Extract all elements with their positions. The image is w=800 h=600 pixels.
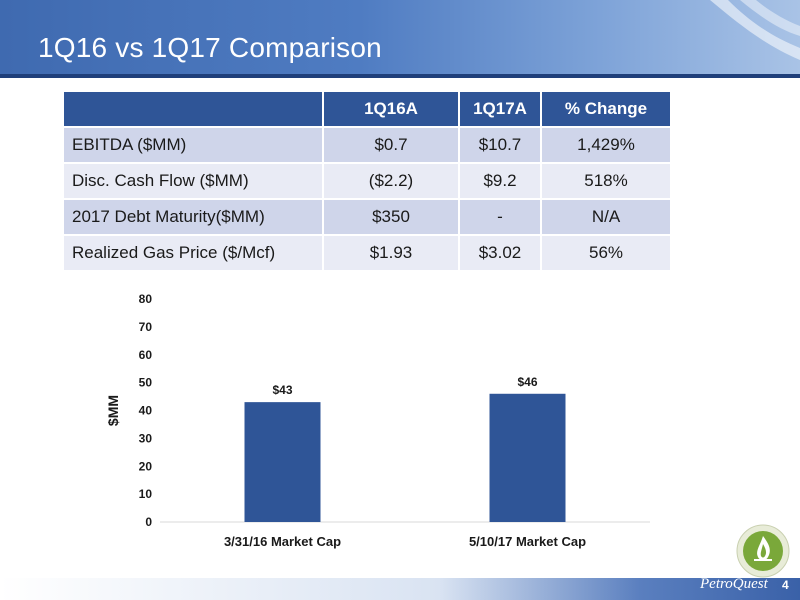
petroquest-flame-logo-icon	[736, 524, 790, 578]
y-tick-label: 20	[139, 459, 153, 473]
table-row: EBITDA ($MM) $0.7 $10.7 1,429%	[64, 126, 670, 163]
market-cap-bar-chart: 0 10 20 30 40 50 60 70 80 $MM $43 3/31/16 Market Ca…	[105, 292, 650, 549]
table-row: Realized Gas Price ($/Mcf) $1.93 $3.02 5…	[64, 234, 670, 270]
slide-header: 1Q16 vs 1Q17 Comparison	[0, 0, 800, 78]
x-tick-label: 5/10/17 Market Cap	[469, 534, 586, 549]
y-tick-label: 40	[139, 404, 153, 418]
slide-footer	[0, 562, 800, 600]
y-tick-label: 60	[139, 348, 153, 362]
table-row: 2017 Debt Maturity($MM) $350 - N/A	[64, 198, 670, 235]
page-number: 4	[782, 578, 789, 592]
table-cell: 518%	[541, 162, 670, 199]
table-header-cell: 1Q17A	[459, 92, 542, 127]
table-cell: $350	[323, 198, 460, 235]
table-cell: ($2.2)	[323, 162, 460, 199]
table-header-row: 1Q16A 1Q17A % Change	[64, 92, 670, 127]
y-tick-label: 50	[139, 376, 153, 390]
table-header-cell: % Change	[541, 92, 670, 127]
table-row-label: Realized Gas Price ($/Mcf)	[64, 234, 324, 270]
table-header-cell: 1Q16A	[323, 92, 460, 127]
bar-data-label: $43	[272, 383, 292, 397]
table-cell: $9.2	[459, 162, 542, 199]
header-underline	[0, 74, 800, 78]
table-cell: $1.93	[323, 234, 460, 270]
table-row: Disc. Cash Flow ($MM) ($2.2) $9.2 518%	[64, 162, 670, 199]
table-cell: $10.7	[459, 126, 542, 163]
header-swoosh-decoration	[710, 0, 800, 60]
table-cell: N/A	[541, 198, 670, 235]
company-logo-text: PetroQuest	[700, 576, 768, 592]
table-header-cell	[64, 92, 324, 127]
footer-band	[0, 578, 800, 600]
bar-1	[244, 402, 321, 522]
table-cell: 1,429%	[541, 126, 670, 163]
table-cell: -	[459, 198, 542, 235]
table-row-label: Disc. Cash Flow ($MM)	[64, 162, 324, 199]
y-tick-label: 30	[139, 431, 153, 445]
y-tick-label: 80	[139, 292, 153, 306]
slide-title: 1Q16 vs 1Q17 Comparison	[38, 32, 382, 63]
x-tick-label: 3/31/16 Market Cap	[224, 534, 341, 549]
table-cell: $0.7	[323, 126, 460, 163]
bar-data-label: $46	[517, 375, 537, 389]
table-row-label: 2017 Debt Maturity($MM)	[64, 198, 324, 235]
y-tick-label: 10	[139, 487, 153, 501]
table-row-label: EBITDA ($MM)	[64, 126, 324, 163]
table-cell: 56%	[541, 234, 670, 270]
comparison-table: 1Q16A 1Q17A % Change EBITDA ($MM) $0.7 $…	[64, 92, 670, 270]
y-tick-label: 0	[145, 515, 152, 529]
table-cell: $3.02	[459, 234, 542, 270]
y-axis-label: $MM	[105, 395, 121, 426]
bar-2	[489, 393, 566, 522]
y-tick-label: 70	[139, 320, 153, 334]
